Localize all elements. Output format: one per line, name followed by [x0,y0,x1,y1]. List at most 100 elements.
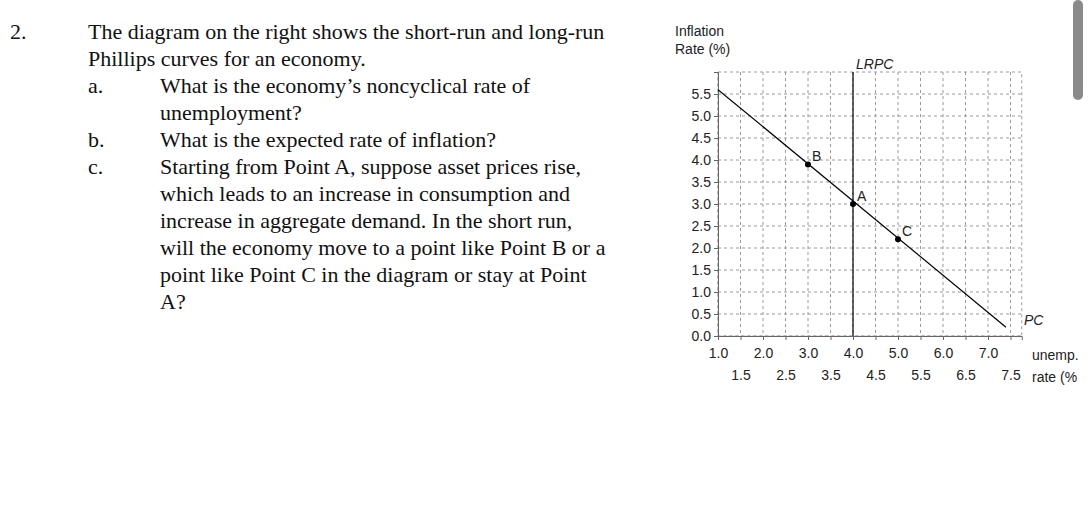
x-tick: 3.0 [799,336,819,361]
x-tick-mark [786,336,787,340]
grid-line-y [718,270,1022,271]
x-tick: 6.5 [956,336,976,383]
point [805,161,811,167]
x-tick-mark [988,336,989,340]
y-tick-mark [714,270,718,271]
part-text: will the economy move to a point like Po… [160,235,606,260]
x-axis-title: rate (% [1032,369,1077,385]
y-tick-label: 3.0 [692,196,712,212]
x-axis-line [719,337,1023,341]
part-text: What is the expected rate of inflation? [160,127,496,152]
x-tick-label: 3.5 [821,367,841,383]
y-tick-mark [714,314,718,315]
part-label: a. [88,73,103,98]
x-tick-mark [966,336,967,340]
grid-line-x [1010,72,1011,336]
y-tick: 3.5 [692,174,718,190]
x-tick: 7.0 [979,336,999,361]
y-tick: 0.5 [692,306,718,322]
page: 2.The diagram on the right shows the sho… [0,0,1090,506]
y-tick: 3.0 [692,196,718,212]
labels: BACPCLRPC [812,56,1044,328]
x-tick: 5.0 [889,336,909,361]
grid-line-y [718,116,1022,117]
x-tick-mark [763,336,764,340]
x-tick-mark [808,336,809,340]
x-tick-label: 1.0 [709,345,729,361]
part-text: increase in aggregate demand. In the sho… [160,208,572,233]
y-tick-mark [714,94,718,95]
y-tick: 1.5 [692,262,718,278]
y-tick: 5.5 [692,86,718,102]
y-tick: 4.5 [692,130,718,146]
x-tick-label: 1.5 [731,367,751,383]
x-tick-label: 2.5 [776,367,796,383]
x-tick-mark [741,336,742,340]
x-tick-mark [831,336,832,340]
x-tick-mark [876,336,877,340]
x-tick-mark [898,336,899,340]
y-tick-mark [714,204,718,205]
grid-line-y [718,160,1022,161]
x-tick: 7.5 [1001,336,1021,383]
part-text: A? [160,289,186,314]
y-tick-label: 4.0 [692,152,712,168]
x-tick-label: 7.5 [1001,367,1021,383]
grid-line-y [718,314,1022,315]
y-tick: 4.0 [692,152,718,168]
grid-line-y [718,204,1022,205]
x-tick: 2.0 [754,336,774,361]
x-axis: 1.01.52.02.53.03.54.04.55.05.56.06.57.07… [709,336,1022,383]
question-intro: Phillips curves for an economy. [88,46,366,71]
point-label: B [812,148,821,164]
y-tick-mark [714,336,718,337]
y-tick-mark [714,182,718,183]
plot-data [718,72,1006,336]
x-tick-label: 2.0 [754,345,774,361]
grid-line-x [740,72,741,336]
y-tick-mark [714,116,718,117]
x-tick-label: 5.0 [889,345,909,361]
part-text: What is the economy’s noncyclical rate o… [160,73,531,98]
x-tick-label: 6.5 [956,367,976,383]
grid-line-y [718,226,1022,227]
grid-line-y [718,182,1022,183]
grid [718,72,1022,336]
series-line [718,90,1006,328]
y-axis-title: Rate (%) [675,41,730,57]
part-label: c. [88,154,103,179]
y-tick-mark [714,138,718,139]
y-tick-mark [714,248,718,249]
y-tick-label: 1.0 [692,284,712,300]
y-tick-mark [714,292,718,293]
y-tick-label: 0.5 [692,306,712,322]
point-label: A [857,188,867,204]
x-tick: 4.5 [866,336,886,383]
x-tick: 1.5 [731,336,751,383]
series-label: PC [1024,312,1044,328]
x-tick-mark [1011,336,1012,340]
y-tick-label: 2.0 [692,240,712,256]
point [895,236,901,242]
y-tick-label: 3.5 [692,174,712,190]
x-axis-title: unemp. [1032,347,1079,363]
scrollbar [1073,0,1083,100]
x-tick-label: 4.5 [866,367,886,383]
grid-line-y [718,292,1022,293]
y-tick-label: 0.0 [692,328,712,344]
y-tick: 1.0 [692,284,718,300]
grid-line-x [830,72,831,336]
grid-line-y [718,94,1022,95]
x-tick-mark [943,336,944,340]
y-tick-label: 4.5 [692,130,712,146]
question-number: 2. [10,19,27,44]
x-tick: 1.0 [709,336,729,361]
x-tick: 6.0 [934,336,954,361]
x-tick-label: 3.0 [799,345,819,361]
part-text: Starting from Point A, suppose asset pri… [160,154,581,179]
x-tick-label: 4.0 [844,345,864,361]
y-tick-label: 5.5 [692,86,712,102]
y-tick: 2.0 [692,240,718,256]
y-axis-line [714,73,719,337]
point [850,201,856,207]
